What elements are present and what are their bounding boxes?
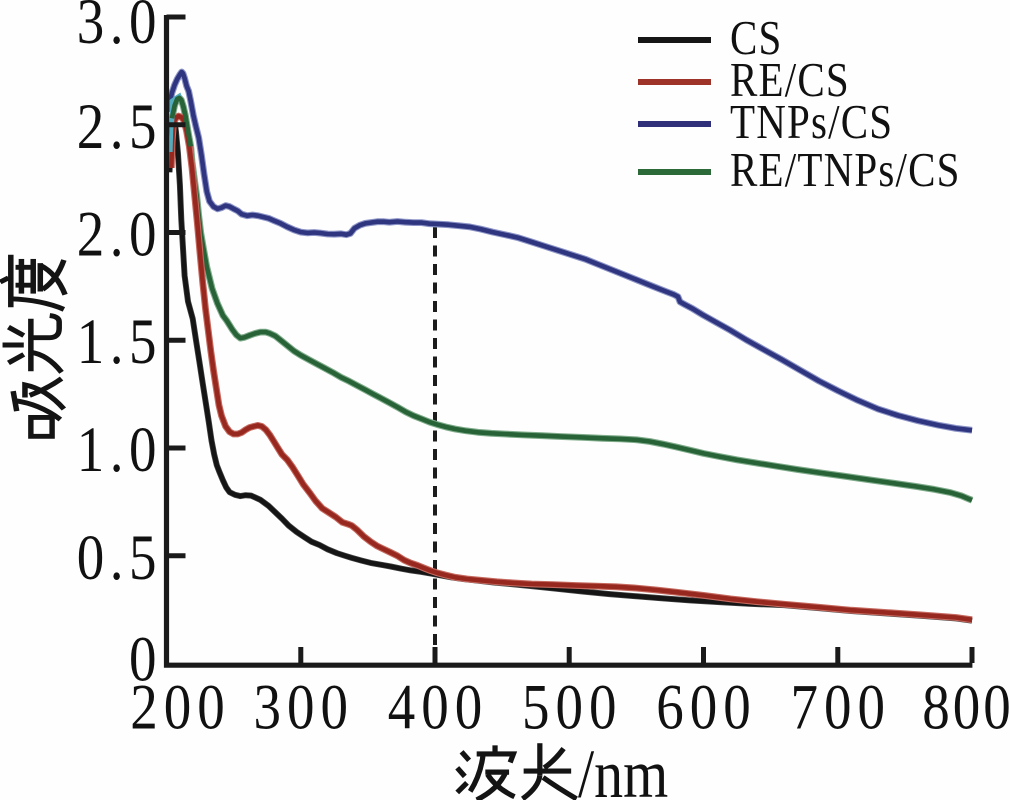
svg-text:400: 400 bbox=[388, 671, 488, 743]
svg-text:TNPs/CS: TNPs/CS bbox=[730, 95, 893, 149]
svg-text:2.5: 2.5 bbox=[77, 91, 162, 163]
svg-text:CS: CS bbox=[730, 11, 783, 65]
svg-text:RE/CS: RE/CS bbox=[730, 53, 850, 107]
svg-text:0.5: 0.5 bbox=[77, 522, 162, 594]
svg-text:1.0: 1.0 bbox=[77, 414, 162, 486]
svg-text:700: 700 bbox=[791, 671, 891, 743]
svg-text:500: 500 bbox=[522, 671, 622, 743]
svg-text:/nm: /nm bbox=[578, 736, 668, 800]
svg-text:2.0: 2.0 bbox=[77, 198, 162, 270]
svg-text:200: 200 bbox=[130, 671, 230, 743]
svg-text:1.5: 1.5 bbox=[77, 306, 162, 378]
svg-text:0: 0 bbox=[129, 623, 162, 695]
svg-text:RE/TNPs/CS: RE/TNPs/CS bbox=[730, 143, 961, 197]
svg-text:800: 800 bbox=[922, 671, 1010, 743]
svg-text:300: 300 bbox=[254, 671, 354, 743]
svg-text:3.0: 3.0 bbox=[77, 0, 162, 58]
svg-text:600: 600 bbox=[656, 671, 756, 743]
